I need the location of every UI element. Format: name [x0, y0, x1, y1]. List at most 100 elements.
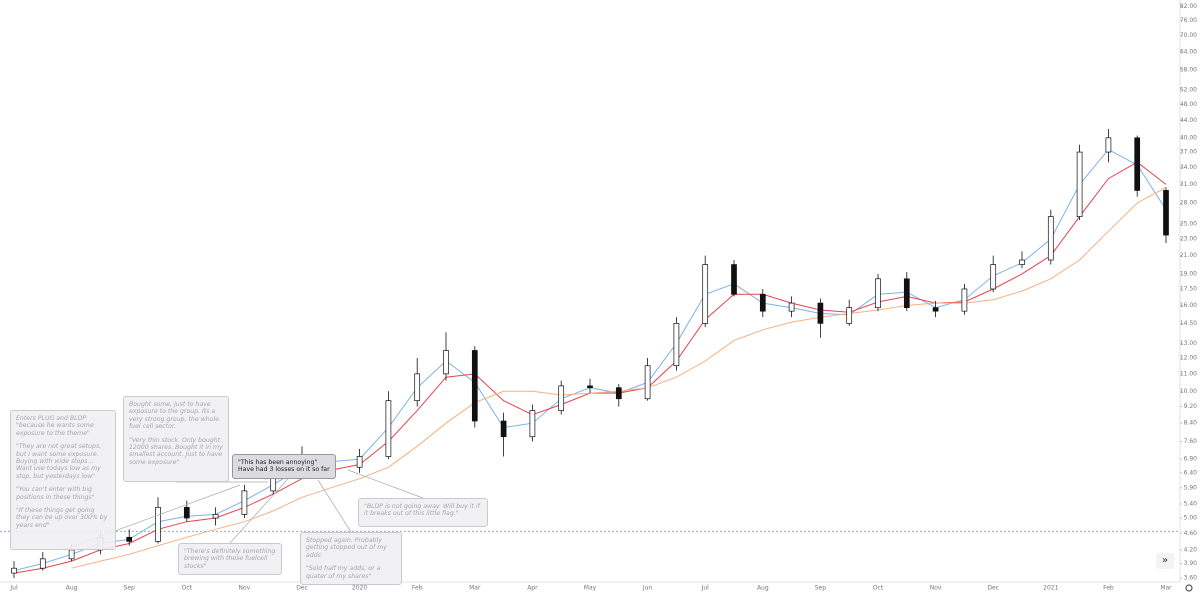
x-tick-label: Aug — [757, 585, 769, 592]
candle-body — [759, 293, 766, 312]
settings-icon — [1185, 584, 1193, 592]
x-tick-label: Feb — [1103, 585, 1114, 592]
annotation-text: "You can't enter with big positions in t… — [16, 486, 95, 501]
candle-body — [414, 373, 421, 402]
candle-body — [961, 288, 968, 312]
x-tick-label: Dec — [987, 585, 999, 592]
candle-body — [11, 567, 17, 574]
y-tick-label: 16.00 — [1180, 302, 1197, 309]
candle-body — [1163, 190, 1169, 236]
scroll-button[interactable]: » — [1156, 553, 1174, 569]
candle-body — [471, 350, 478, 422]
y-tick-label: 5.90 — [1184, 484, 1198, 491]
annotation-text: "Very thin stock. Only bought 12000 shar… — [129, 436, 223, 466]
annotation-text: "BLDP is not going away. Will buy it if … — [364, 503, 480, 518]
candle-body — [702, 264, 709, 324]
x-tick-label: 2020 — [352, 585, 367, 592]
candle-body — [1076, 151, 1083, 217]
candle-body — [875, 278, 881, 309]
candle-body — [731, 264, 737, 295]
y-tick-label: 6.40 — [1184, 469, 1198, 476]
y-tick-label: 82.00 — [1180, 3, 1197, 10]
y-tick-label: 23.00 — [1180, 236, 1197, 243]
candle-body — [903, 278, 910, 309]
candle-body — [990, 264, 997, 290]
x-tick-label: Sep — [124, 585, 136, 592]
x-tick-label: Jun — [642, 585, 653, 592]
callout-line — [317, 479, 352, 533]
annotation: "BLDP is not going away. Will buy it if … — [358, 498, 488, 527]
candle-body — [558, 385, 565, 411]
candle-body — [673, 323, 680, 367]
x-tick-label: Jul — [701, 585, 710, 592]
x-tick-label: Nov — [239, 585, 251, 592]
annotation-text: "This has been annoying" Have had 3 loss… — [238, 459, 330, 474]
callout-line — [347, 469, 424, 499]
annotation-text: "If these things get going they can be u… — [16, 507, 108, 529]
candle-body — [644, 365, 651, 400]
candle-body — [241, 490, 248, 515]
candle-body — [155, 507, 161, 542]
y-tick-label: 37.00 — [1180, 149, 1197, 156]
candle-body — [500, 420, 507, 438]
y-tick-label: 8.40 — [1184, 420, 1198, 427]
annotation-text: Bought some, just to have exposure to th… — [129, 401, 219, 431]
annotation-text: Enters PLUG and BLDP "because he wants s… — [16, 415, 94, 437]
y-tick-label: 3.60 — [1184, 575, 1198, 582]
candle-body — [68, 549, 75, 560]
y-tick-label: 44.00 — [1180, 117, 1197, 124]
x-tick-label: Mar — [469, 585, 481, 592]
y-tick-label: 12.00 — [1180, 354, 1197, 361]
x-tick-label: Mar — [1160, 585, 1172, 592]
y-tick-label: 40.00 — [1180, 134, 1197, 141]
y-tick-label: 9.20 — [1184, 403, 1198, 410]
x-tick-label: Oct — [873, 585, 884, 592]
candle-body — [126, 536, 133, 542]
y-tick-label: 5.00 — [1184, 515, 1198, 522]
candle-body — [212, 514, 219, 519]
x-tick-label: Aug — [66, 585, 78, 592]
annotation-text: Stopped again. Probably getting stopped … — [306, 537, 387, 559]
x-tick-label: Dec — [296, 585, 308, 592]
y-tick-label: 5.40 — [1184, 500, 1198, 507]
x-tick-label: Apr — [527, 585, 538, 592]
annotation: "This has been annoying" Have had 3 loss… — [232, 454, 336, 479]
candle-body — [183, 507, 190, 519]
y-tick-label: 58.00 — [1180, 66, 1197, 73]
annotation: Enters PLUG and BLDP "because he wants s… — [10, 410, 116, 550]
candle-body — [356, 456, 363, 468]
candle-body — [1019, 259, 1025, 265]
candle-body — [587, 385, 593, 389]
y-tick-label: 19.00 — [1180, 270, 1197, 277]
annotation: "There's definitely something brewing wi… — [178, 543, 282, 576]
y-tick-label: 64.00 — [1180, 48, 1197, 55]
candle-body — [1105, 137, 1112, 153]
y-tick-label: 7.60 — [1184, 438, 1198, 445]
candle-body — [846, 307, 853, 324]
annotation-text: "Sold half my adds, or a quater of my sh… — [306, 565, 381, 580]
candle-body — [39, 558, 46, 569]
x-tick-label: Oct — [182, 585, 193, 592]
candle-body — [788, 302, 795, 312]
candle-body — [385, 400, 392, 457]
annotation-text: "They are not great setups, but I want s… — [16, 443, 102, 480]
annotation: Stopped again. Probably getting stopped … — [300, 532, 402, 586]
candle-body — [1134, 137, 1141, 191]
y-tick-label: 6.90 — [1184, 456, 1198, 463]
y-tick-label: 70.00 — [1180, 32, 1197, 39]
y-tick-label: 48.00 — [1180, 101, 1197, 108]
y-tick-label: 25.00 — [1180, 220, 1197, 227]
y-tick-label: 28.00 — [1180, 200, 1197, 207]
y-tick-label: 11.00 — [1180, 370, 1197, 377]
candle-body — [529, 410, 536, 438]
candle-body — [932, 307, 939, 312]
x-tick-label: Sep — [815, 585, 827, 592]
x-tick-label: 2021 — [1043, 585, 1058, 592]
y-tick-label: 4.60 — [1184, 530, 1198, 537]
y-tick-label: 14.50 — [1180, 320, 1197, 327]
y-tick-label: 52.00 — [1180, 86, 1197, 93]
annotation-text: "There's definitely something brewing wi… — [184, 548, 276, 570]
y-tick-label: 31.00 — [1180, 181, 1197, 188]
x-tick-label: Nov — [930, 585, 942, 592]
